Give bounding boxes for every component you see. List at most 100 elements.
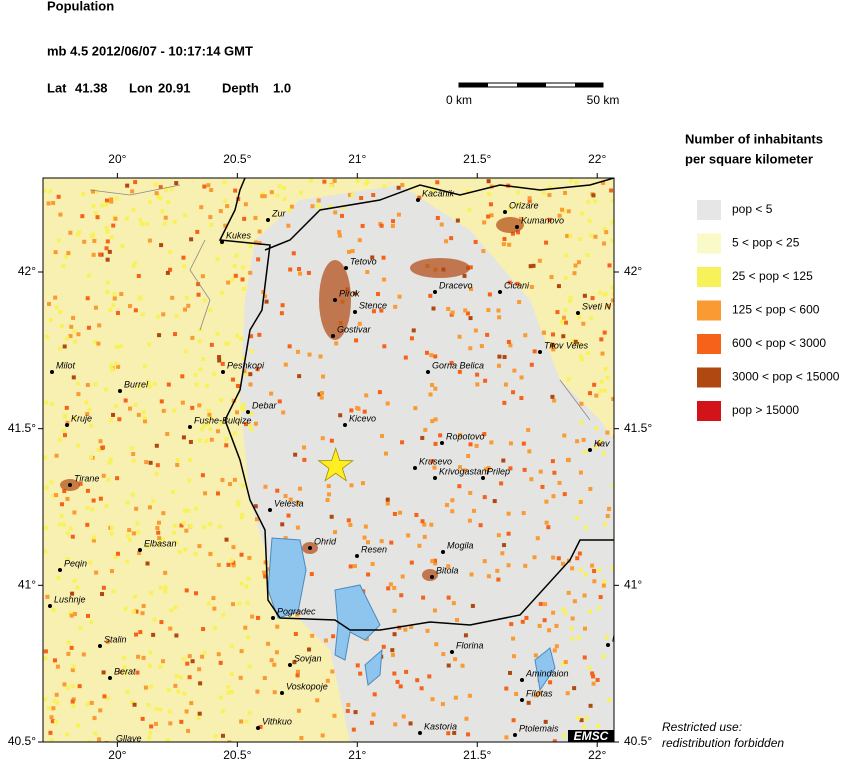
population-cell	[602, 579, 607, 584]
population-cell	[435, 215, 440, 220]
population-cell	[501, 242, 506, 247]
population-cell	[245, 601, 250, 606]
population-cell	[81, 652, 86, 657]
population-cell	[149, 590, 154, 595]
population-cell	[229, 672, 234, 677]
population-cell	[105, 289, 110, 294]
population-cell	[76, 392, 81, 397]
population-cell	[223, 199, 228, 204]
population-cell	[422, 522, 427, 527]
population-cell	[310, 204, 315, 209]
population-cell	[511, 390, 516, 395]
population-cell	[309, 178, 314, 183]
lon-value: 20.91	[158, 80, 191, 95]
population-cell	[469, 287, 474, 292]
population-cell	[116, 364, 121, 369]
population-cell	[230, 277, 235, 282]
population-cell	[169, 186, 174, 191]
population-cell	[420, 435, 425, 440]
population-cell	[428, 293, 433, 298]
population-cell	[556, 284, 561, 289]
population-cell	[587, 609, 592, 614]
population-cell	[104, 225, 109, 230]
population-cell	[468, 265, 473, 270]
population-cell	[595, 677, 600, 682]
population-cell	[319, 395, 324, 400]
city-dot	[481, 476, 485, 480]
population-cell	[610, 285, 614, 290]
population-cell	[132, 702, 137, 707]
population-cell	[372, 692, 377, 697]
population-cell	[306, 270, 311, 275]
population-cell	[333, 530, 338, 535]
y-tick-label: 40.5°	[624, 734, 652, 748]
city-label: Gllave	[116, 733, 142, 743]
city-dot	[416, 198, 420, 202]
population-cell	[147, 663, 152, 668]
population-cell	[484, 467, 489, 472]
population-cell	[497, 363, 502, 368]
population-cell	[173, 523, 178, 528]
population-cell	[507, 242, 512, 247]
population-cell	[71, 664, 76, 669]
population-cell	[228, 482, 233, 487]
population-cell	[85, 382, 90, 387]
population-cell	[417, 195, 422, 200]
population-cell	[446, 564, 451, 569]
city-label: Krusevo	[419, 456, 452, 466]
x-tick-label: 20°	[108, 152, 126, 166]
city-label: Orizare	[509, 200, 539, 210]
population-cell	[557, 480, 562, 485]
population-cell	[481, 249, 486, 254]
population-cell	[371, 712, 376, 717]
population-cell	[587, 218, 592, 223]
population-cell	[289, 204, 294, 209]
population-cell	[439, 222, 444, 227]
population-cell	[135, 521, 140, 526]
population-cell	[486, 192, 491, 197]
population-cell	[157, 536, 162, 541]
population-cell	[218, 421, 223, 426]
population-cell	[377, 390, 382, 395]
population-cell	[563, 275, 568, 280]
urban-area	[410, 258, 470, 278]
population-cell	[602, 241, 607, 246]
population-cell	[611, 291, 614, 296]
population-cell	[66, 251, 71, 256]
population-cell	[358, 671, 363, 676]
population-cell	[111, 589, 116, 594]
population-cell	[440, 702, 445, 707]
population-cell	[593, 234, 598, 239]
population-cell	[218, 695, 223, 700]
population-cell	[57, 522, 62, 527]
population-cell	[77, 230, 82, 235]
population-cell	[572, 686, 577, 691]
population-cell	[98, 252, 103, 257]
population-cell	[141, 410, 146, 415]
population-cell	[458, 433, 463, 438]
population-cell	[94, 570, 99, 575]
population-cell	[509, 622, 514, 627]
population-cell	[563, 308, 568, 313]
population-cell	[444, 503, 449, 508]
population-cell	[238, 675, 243, 680]
population-cell	[274, 650, 279, 655]
population-cell	[561, 334, 566, 339]
population-cell	[602, 388, 607, 393]
population-cell	[592, 569, 597, 574]
population-cell	[516, 230, 521, 235]
population-cell	[140, 716, 145, 721]
population-cell	[596, 723, 601, 728]
population-cell	[488, 202, 493, 207]
legend-swatch	[697, 200, 721, 220]
population-cell	[49, 738, 54, 742]
population-cell	[239, 649, 244, 654]
city-dot	[108, 676, 112, 680]
population-cell	[165, 270, 170, 275]
population-cell	[297, 486, 302, 491]
city-label: Burrel	[124, 379, 149, 389]
population-cell	[269, 190, 274, 195]
population-cell	[610, 566, 614, 571]
population-cell	[247, 555, 252, 560]
population-cell	[434, 642, 439, 647]
